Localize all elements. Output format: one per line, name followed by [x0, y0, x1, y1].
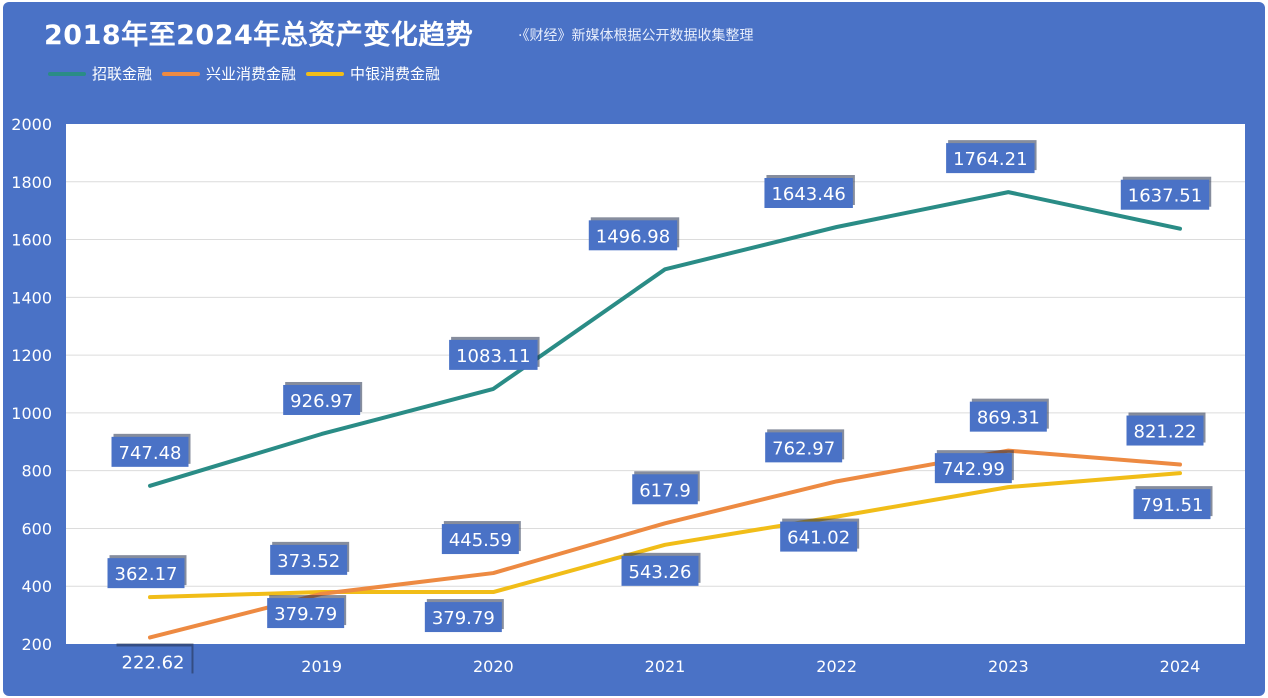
data-label: 1764.21 [946, 140, 1037, 174]
data-label-box [114, 646, 192, 677]
data-label-box [107, 558, 185, 589]
data-label: 926.97 [283, 381, 363, 415]
data-label-box [934, 453, 1012, 484]
legend-swatch-boc [306, 71, 345, 76]
x-axis: 2018201920202021202220232024 [130, 657, 1201, 676]
y-tick-label: 1000 [11, 404, 52, 423]
data-label: 373.52 [270, 541, 350, 575]
data-label-box [1126, 415, 1204, 446]
data-label-text: 1764.21 [953, 149, 1027, 170]
y-tick-label: 1400 [11, 288, 52, 307]
y-tick-label: 200 [21, 635, 52, 654]
data-label-box [270, 544, 348, 575]
data-label-box [621, 555, 699, 586]
y-tick-label: 1600 [11, 231, 52, 250]
data-label-box [632, 474, 698, 505]
data-label: 641.02 [780, 518, 860, 552]
data-label: 543.26 [621, 552, 701, 586]
y-axis: 200 400 600 800 1000 1200 1400 1600 1800 2000 [11, 115, 52, 654]
data-label: 791.51 [1133, 486, 1213, 520]
y-tick-label: 800 [21, 462, 52, 481]
data-label-box [283, 384, 361, 415]
x-tick-label: 2020 [473, 657, 514, 676]
legend-item-cmb: 招联金融 [48, 63, 152, 84]
data-label-text: 617.9 [639, 480, 691, 501]
y-tick-label: 400 [21, 577, 52, 596]
x-tick-label: 2021 [645, 657, 686, 676]
data-label-box [765, 432, 843, 463]
x-tick-label: 2024 [1160, 657, 1201, 676]
data-label-box [1133, 489, 1211, 520]
legend-label-cmb: 招联金融 [92, 65, 153, 83]
data-label-box [946, 143, 1035, 174]
legend-swatch-cmb [48, 71, 86, 76]
data-label-text: 222.62 [122, 652, 185, 673]
data-label: 379.79 [267, 595, 347, 629]
data-label-text: 379.79 [274, 604, 337, 625]
data-label-text: 1637.51 [1128, 186, 1202, 207]
data-label: 747.48 [111, 433, 191, 467]
data-label-text: 762.97 [772, 438, 835, 459]
data-label-box [267, 598, 345, 629]
y-tick-label: 1800 [11, 173, 52, 192]
data-label-text: 1496.98 [596, 226, 670, 247]
x-tick-label: 2019 [301, 657, 342, 676]
data-label-text: 742.99 [942, 459, 1005, 480]
chart-title: 2018年至2024年总资产变化趋势 [44, 20, 474, 51]
chart-legend: 招联金融 兴业消费金融 中银消费金融 [48, 63, 450, 84]
data-label: 379.79 [424, 599, 504, 633]
data-label-text: 791.51 [1141, 495, 1204, 516]
data-label: 1643.46 [764, 175, 855, 209]
data-label-box [588, 220, 678, 251]
series-line-0 [148, 190, 1182, 488]
x-tick-label: 2022 [816, 657, 857, 676]
y-tick-label: 2000 [11, 115, 52, 134]
data-label-box [780, 521, 858, 552]
chart-subtitle: ·《财经》新媒体根据公开数据收集整理 [518, 28, 754, 44]
data-label-text: 641.02 [787, 528, 850, 549]
data-label: 445.59 [441, 521, 521, 555]
data-label-text: 926.97 [290, 391, 353, 412]
legend-label-cib: 兴业消费金融 [206, 65, 297, 83]
data-label: 617.9 [632, 471, 700, 505]
data-labels: 747.48 926.97 1083.11 1496.98 1643.46 1764.21… [107, 140, 1213, 677]
data-label: 762.97 [765, 429, 845, 463]
data-label: 362.17 [107, 555, 187, 589]
data-label: 742.99 [934, 450, 1014, 484]
x-tick-label: 2023 [988, 657, 1029, 676]
legend-item-cib: 兴业消费金融 [162, 63, 296, 84]
data-label-text: 445.59 [449, 530, 512, 551]
data-label-box [441, 524, 519, 555]
data-label: 821.22 [1126, 412, 1206, 446]
data-label-text: 821.22 [1134, 422, 1197, 443]
data-label: 1083.11 [449, 336, 540, 370]
data-label-text: 373.52 [277, 551, 340, 572]
data-label: 1496.98 [588, 217, 680, 251]
legend-swatch-cib [162, 71, 201, 76]
data-label-box [764, 178, 853, 209]
data-label-box [969, 401, 1047, 432]
data-label-text: 379.79 [432, 608, 495, 629]
data-label-text: 1083.11 [456, 346, 530, 367]
data-label-box [424, 602, 502, 633]
data-label: 869.31 [969, 398, 1049, 432]
data-label-box [449, 339, 538, 370]
data-label-text: 543.26 [629, 562, 692, 583]
data-label: 1637.51 [1120, 176, 1212, 210]
y-tick-label: 600 [21, 519, 52, 538]
data-label-text: 747.48 [119, 443, 182, 464]
data-label-text: 362.17 [115, 564, 178, 585]
y-tick-label: 1200 [11, 346, 52, 365]
data-label-box [111, 436, 189, 467]
data-label-text: 1643.46 [771, 184, 845, 205]
data-label-box [1120, 179, 1210, 210]
legend-label-boc: 中银消费金融 [350, 65, 441, 83]
legend-item-boc: 中银消费金融 [306, 63, 440, 84]
data-label-text: 869.31 [977, 408, 1040, 429]
data-label: 222.62 [114, 643, 194, 677]
